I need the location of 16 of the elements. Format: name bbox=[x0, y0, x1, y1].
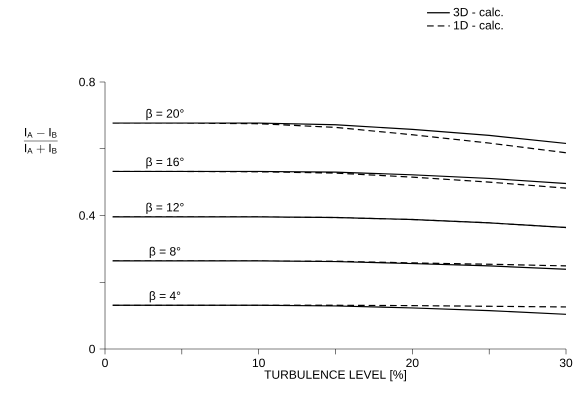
legend-label: 3D - calc. bbox=[454, 8, 503, 16]
annotation: β = 8° bbox=[150, 246, 180, 258]
x-tick-label: 30 bbox=[560, 358, 572, 368]
x-tick-label: 10 bbox=[252, 358, 265, 368]
x-axis-title: TURBULENCE LEVEL [%] bbox=[264, 370, 406, 382]
annotation: β = 12° bbox=[146, 202, 184, 214]
annotation: β = 20° bbox=[146, 108, 184, 120]
y-axis-title: $\frac{\mathrm{I_A - I_B}}{\mathrm{I_A + I_B}}$ bbox=[24, 128, 58, 154]
y-tick-label: 0.4 bbox=[79, 211, 96, 220]
annotation: β = 16° bbox=[146, 157, 184, 169]
y-tick-label: 0.8 bbox=[79, 78, 95, 86]
annotation: β = 4° bbox=[150, 291, 180, 302]
x-tick-label: 20 bbox=[406, 358, 419, 368]
y-tick-label: 0 bbox=[89, 344, 95, 354]
legend-label: 1D - calc. bbox=[454, 20, 503, 30]
x-tick-label: 0 bbox=[102, 358, 108, 368]
